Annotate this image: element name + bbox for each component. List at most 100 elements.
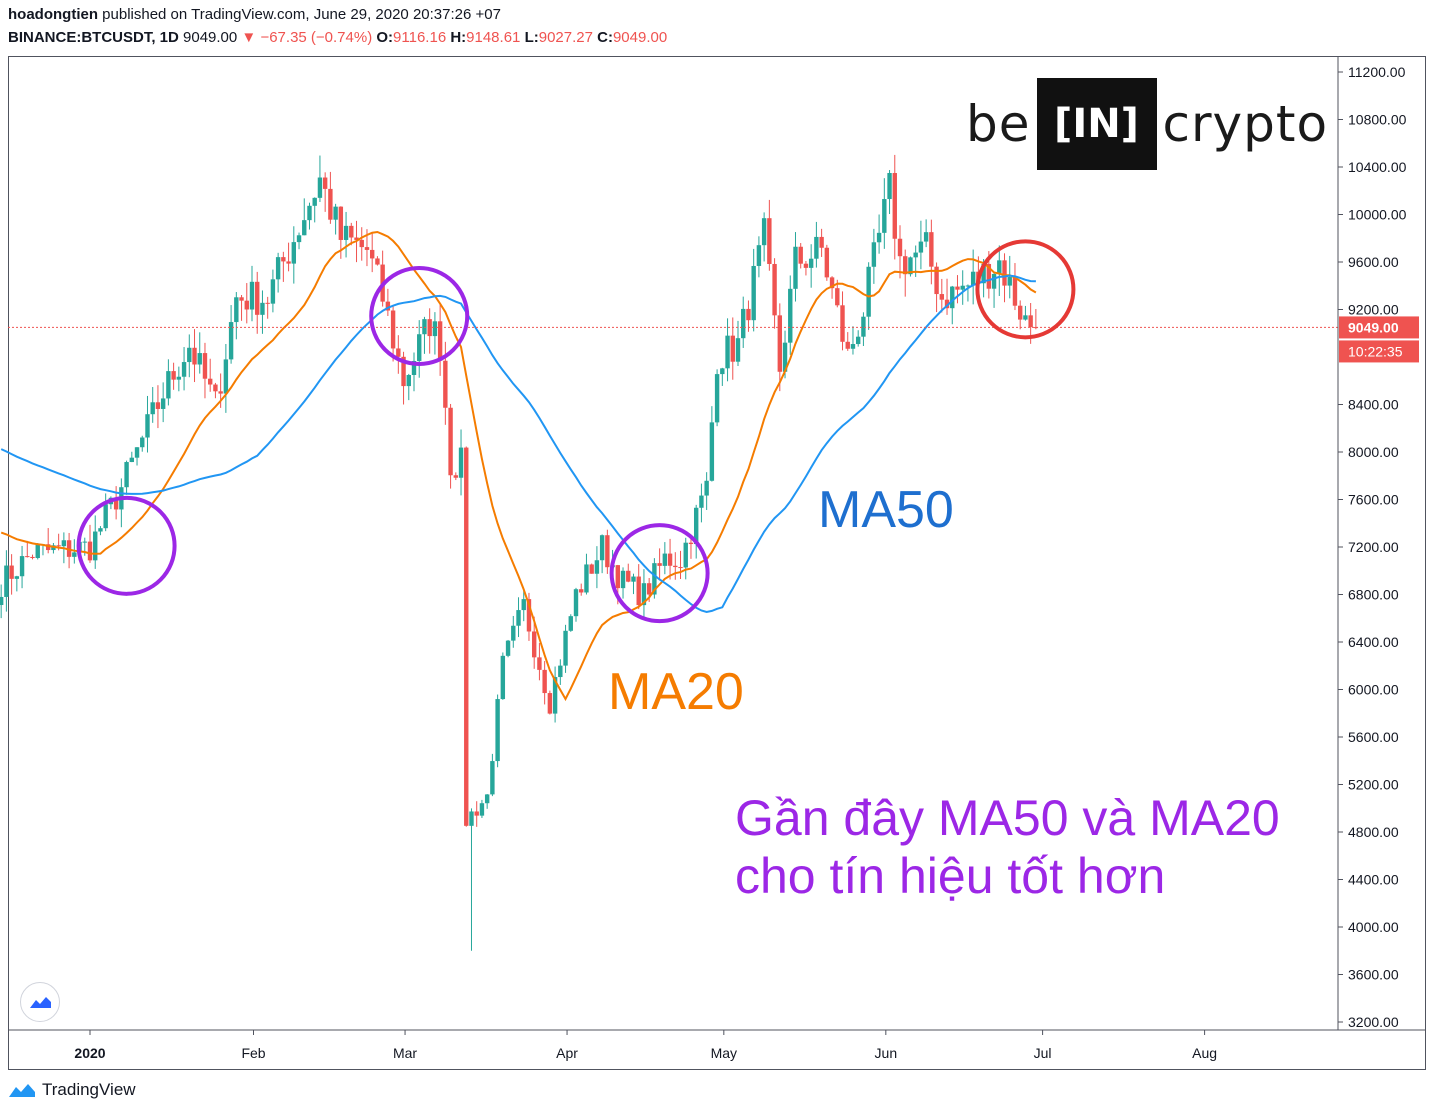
- candle-body: [45, 544, 51, 551]
- candle-body: [140, 437, 145, 448]
- candle-body: [495, 699, 500, 762]
- candle-body: [772, 263, 777, 316]
- candle-body: [897, 238, 903, 257]
- candle-body: [673, 565, 678, 568]
- price-label: 9049.00: [1348, 319, 1399, 335]
- candle-body: [542, 669, 547, 694]
- candle-body: [270, 279, 276, 304]
- logo-box: [IN]: [1036, 77, 1157, 170]
- candle-body: [500, 655, 506, 700]
- tradingview-badge[interactable]: [20, 982, 60, 1022]
- candle-body: [82, 541, 87, 543]
- candle-body: [641, 583, 647, 606]
- candle-body: [767, 218, 772, 264]
- candle-body: [892, 173, 897, 239]
- candle-body: [103, 504, 108, 529]
- y-tick-label: 6000.00: [1348, 682, 1399, 698]
- candle-body: [693, 507, 699, 545]
- y-tick-label: 7200.00: [1348, 539, 1399, 555]
- candle-body: [871, 242, 877, 267]
- candle-body: [735, 338, 741, 362]
- candle-body: [793, 246, 798, 289]
- candle-body: [14, 576, 20, 579]
- candle-body: [720, 368, 725, 375]
- candle-body: [803, 263, 809, 268]
- candle-body: [234, 297, 239, 323]
- ma50-line: [0, 274, 1036, 614]
- y-tick-label: 10800.00: [1348, 112, 1407, 128]
- candle-body: [72, 552, 77, 557]
- countdown-label: 10:22:35: [1348, 343, 1403, 359]
- candle-body: [145, 414, 150, 438]
- candle-body: [741, 308, 746, 339]
- candle-body: [369, 249, 375, 259]
- candle-body: [819, 236, 824, 248]
- candle-body: [202, 353, 208, 379]
- axes-layer: 11200.00 10800.00 10400.00 10000.00 9600.00 9…: [8, 56, 1426, 1061]
- candle-body: [411, 360, 417, 376]
- candle-body: [944, 299, 950, 309]
- y-tick-label: 8000.00: [1348, 444, 1399, 460]
- candle-body: [312, 197, 317, 206]
- candle-body: [19, 556, 25, 577]
- candle-body: [965, 285, 971, 287]
- candle-body: [808, 258, 814, 268]
- candle-body: [855, 336, 861, 345]
- candle-body: [657, 563, 662, 566]
- x-tick-label: Feb: [241, 1045, 265, 1061]
- candle-body: [829, 277, 835, 289]
- candle-body: [333, 206, 338, 220]
- beincrypto-logo: be [IN] crypto: [966, 76, 1328, 171]
- close-label: C:: [597, 29, 613, 46]
- candle-body: [93, 531, 98, 561]
- candle-body: [903, 256, 908, 275]
- candle-body: [129, 457, 135, 463]
- candle-body: [9, 565, 14, 579]
- author-name[interactable]: hoadongtien: [8, 6, 98, 23]
- candle-body: [223, 359, 229, 394]
- candle-body: [547, 693, 553, 714]
- candle-body: [244, 300, 249, 310]
- candle-body: [636, 576, 641, 606]
- candle-body: [124, 462, 129, 488]
- candle-body: [417, 334, 422, 361]
- candle-body: [291, 242, 297, 264]
- candle-body: [1002, 260, 1007, 286]
- candle-body: [160, 398, 166, 409]
- candle-body: [134, 447, 140, 458]
- candle-body: [396, 348, 401, 357]
- candle-body: [537, 657, 542, 670]
- candle-body: [375, 258, 380, 265]
- down-arrow-icon: ▼: [241, 29, 257, 46]
- ma50-annotation: MA50: [818, 481, 954, 539]
- candle-body: [615, 565, 621, 589]
- price-change: −67.35 (−0.74%): [260, 29, 373, 46]
- tradingview-footer[interactable]: TradingView: [8, 1080, 136, 1100]
- candle-body: [652, 563, 657, 595]
- candle-body: [260, 302, 265, 315]
- candle-body: [322, 177, 328, 189]
- y-tick-label: 10400.00: [1348, 159, 1407, 175]
- candle-body: [359, 239, 364, 248]
- candle-body: [443, 360, 448, 408]
- candle-body: [286, 261, 291, 264]
- published-text: published on TradingView.com, June 29, 2…: [102, 6, 501, 23]
- candle-body: [30, 556, 35, 559]
- candle-body: [474, 811, 479, 816]
- candle-body: [568, 616, 573, 631]
- candle-body: [950, 286, 955, 309]
- candle-body: [605, 535, 610, 568]
- crossover-circle: [369, 266, 470, 367]
- high-value: 9148.61: [466, 29, 521, 46]
- candle-body: [756, 245, 762, 266]
- candle-body: [155, 402, 161, 409]
- candle-body: [777, 315, 783, 372]
- x-tick-label: Jun: [875, 1045, 898, 1061]
- candle-body: [913, 252, 918, 258]
- candle-body: [281, 257, 286, 262]
- symbol-label[interactable]: BINANCE:BTCUSDT, 1D: [8, 29, 179, 46]
- candle-body: [824, 247, 830, 278]
- candle-body: [422, 319, 427, 335]
- y-tick-label: 4000.00: [1348, 919, 1399, 935]
